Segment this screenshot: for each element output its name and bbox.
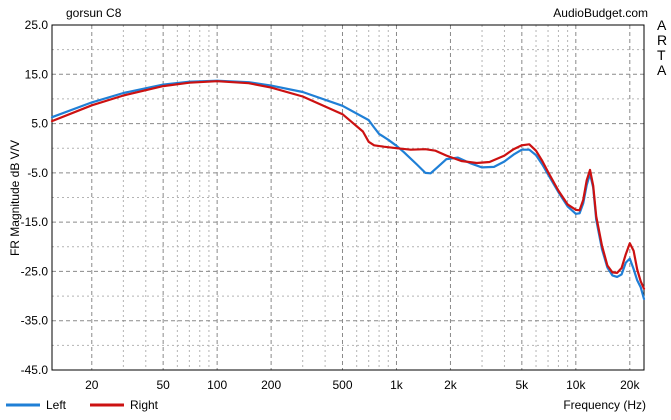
series-lines — [50, 79, 646, 301]
y-axis-label: FR Magnitude dB V/V — [8, 140, 22, 256]
y-tick-label: -35.0 — [21, 314, 49, 328]
arta-letter: A — [657, 62, 667, 78]
legend: Left Right — [6, 398, 159, 412]
x-axis-ticks: 20 50 100 200 500 1k 2k 5k 10k 20k — [85, 378, 640, 392]
y-tick-label: -45.0 — [21, 363, 49, 377]
legend-label-left: Left — [46, 398, 67, 412]
x-tick-label: 10k — [566, 378, 586, 392]
x-tick-label: 20k — [620, 378, 640, 392]
y-tick-label: -15.0 — [21, 215, 49, 229]
x-tick-label: 100 — [207, 378, 227, 392]
x-tick-label: 5k — [515, 378, 529, 392]
arta-letter: A — [657, 17, 667, 33]
x-tick-label: 20 — [85, 378, 99, 392]
y-tick-label: -5.0 — [27, 166, 48, 180]
x-tick-label: 200 — [261, 378, 281, 392]
y-tick-label: 15.0 — [25, 67, 49, 81]
y-axis-ticks: 25.0 15.0 5.0 -5.0 -15.0 -25.0 -35.0 -45.0 — [21, 18, 49, 377]
legend-label-right: Right — [130, 398, 159, 412]
series-line-right — [50, 80, 646, 290]
x-axis-label: Frequency (Hz) — [563, 398, 646, 412]
arta-letter: R — [657, 32, 667, 48]
plot-frame — [51, 24, 645, 371]
y-tick-label: 25.0 — [25, 18, 49, 32]
x-tick-label: 500 — [332, 378, 352, 392]
x-tick-label: 2k — [444, 378, 458, 392]
arta-letter: T — [657, 47, 666, 63]
x-tick-label: 50 — [156, 378, 170, 392]
series-line-left — [50, 79, 646, 301]
y-tick-label: -25.0 — [21, 264, 49, 278]
y-tick-label: 5.0 — [31, 117, 48, 131]
source-label: AudioBudget.com — [553, 6, 648, 20]
x-tick-label: 1k — [390, 378, 404, 392]
chart-title: gorsun C8 — [66, 6, 122, 20]
